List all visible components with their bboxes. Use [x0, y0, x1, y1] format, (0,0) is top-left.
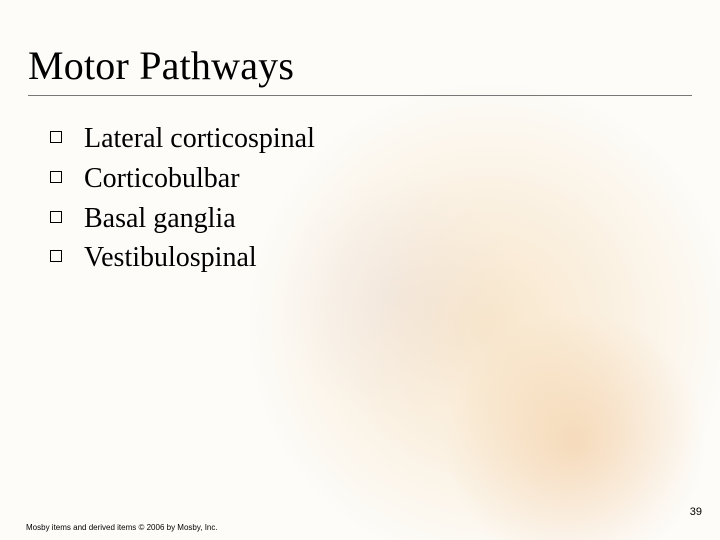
page-number: 39	[690, 506, 702, 518]
bullet-text: Corticobulbar	[84, 163, 240, 194]
footer: 39 Mosby items and derived items © 2006 …	[0, 502, 720, 540]
square-bullet-icon	[50, 171, 62, 183]
square-bullet-icon	[50, 250, 62, 262]
square-bullet-icon	[50, 131, 62, 143]
title-divider	[28, 95, 692, 96]
bullet-list: Lateral corticospinal Corticobulbar Basa…	[28, 120, 692, 277]
square-bullet-icon	[50, 211, 62, 223]
content-area: Motor Pathways Lateral corticospinal Cor…	[0, 0, 720, 540]
bullet-text: Lateral corticospinal	[84, 123, 315, 154]
bullet-text: Basal ganglia	[84, 203, 236, 234]
bullet-item: Vestibulospinal	[50, 239, 692, 277]
bullet-item: Basal ganglia	[50, 200, 692, 238]
slide-title: Motor Pathways	[28, 42, 692, 89]
bullet-item: Corticobulbar	[50, 160, 692, 198]
bullet-item: Lateral corticospinal	[50, 120, 692, 158]
bullet-text: Vestibulospinal	[84, 242, 257, 273]
slide: Motor Pathways Lateral corticospinal Cor…	[0, 0, 720, 540]
copyright-text: Mosby items and derived items © 2006 by …	[26, 523, 218, 532]
